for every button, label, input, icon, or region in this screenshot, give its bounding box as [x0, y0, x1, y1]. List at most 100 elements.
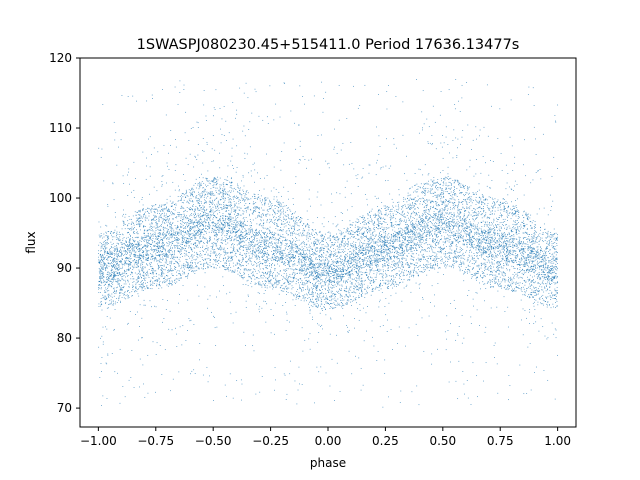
data-point	[190, 228, 192, 229]
data-point	[223, 195, 224, 197]
data-point	[401, 235, 403, 236]
data-point	[527, 238, 529, 240]
data-point	[464, 221, 466, 223]
data-point	[523, 225, 525, 226]
data-point	[282, 202, 284, 204]
data-point	[180, 199, 182, 201]
data-point	[264, 200, 266, 202]
data-point	[410, 217, 411, 219]
data-point	[171, 231, 172, 233]
data-point	[201, 181, 203, 182]
data-point	[290, 226, 292, 228]
data-point	[300, 217, 301, 218]
data-point	[416, 212, 417, 214]
data-point	[225, 193, 227, 195]
data-point	[365, 223, 367, 224]
data-point	[371, 221, 373, 223]
data-point	[303, 250, 305, 252]
data-point	[185, 218, 187, 220]
data-point	[443, 202, 445, 204]
data-point	[401, 254, 403, 256]
data-point	[332, 244, 334, 246]
data-point	[380, 244, 381, 246]
data-point	[477, 211, 479, 212]
data-point	[188, 208, 190, 209]
data-point	[446, 210, 448, 211]
data-point	[414, 190, 416, 192]
data-point	[308, 246, 310, 248]
data-point	[509, 232, 510, 234]
data-point	[490, 252, 492, 254]
data-point	[434, 232, 436, 234]
data-point	[364, 236, 365, 237]
data-point	[437, 194, 439, 196]
data-point	[427, 183, 429, 185]
data-point	[209, 214, 211, 216]
data-point	[229, 198, 231, 200]
data-point	[384, 218, 386, 220]
data-point	[443, 181, 445, 183]
data-point	[165, 217, 167, 219]
data-point	[245, 231, 247, 233]
data-point	[323, 256, 324, 258]
data-point	[190, 229, 192, 231]
data-point	[384, 208, 386, 209]
data-point	[523, 238, 525, 240]
data-point	[545, 237, 547, 238]
data-point	[326, 273, 328, 275]
data-point	[553, 269, 554, 271]
data-point	[367, 251, 369, 253]
data-point	[142, 255, 144, 257]
data-point	[352, 234, 353, 236]
data-point	[201, 192, 203, 194]
data-point	[405, 221, 407, 223]
data-point	[327, 248, 329, 250]
data-point	[107, 252, 109, 254]
data-point	[117, 268, 118, 270]
data-point	[357, 260, 359, 262]
data-point	[466, 203, 468, 205]
data-point	[297, 252, 298, 254]
data-point	[123, 237, 125, 238]
data-point	[403, 251, 405, 252]
data-point	[485, 243, 487, 244]
data-point	[347, 269, 348, 271]
data-point	[379, 221, 381, 222]
data-point	[295, 245, 297, 247]
data-point	[201, 207, 202, 208]
data-point	[493, 206, 494, 208]
data-point	[454, 186, 455, 188]
chart-title: 1SWASPJ080230.45+515411.0 Period 17636.1…	[137, 37, 520, 53]
data-point	[447, 229, 449, 231]
data-point	[185, 243, 187, 245]
data-point	[249, 219, 251, 220]
data-point	[323, 252, 324, 253]
data-point	[294, 228, 295, 230]
data-point	[367, 214, 369, 216]
data-point	[453, 190, 455, 192]
data-point	[111, 231, 113, 232]
data-point	[192, 232, 194, 234]
data-point	[515, 224, 517, 226]
data-point	[336, 260, 338, 262]
data-point	[508, 260, 510, 262]
data-point	[328, 281, 330, 282]
data-point	[500, 241, 501, 242]
data-point	[337, 238, 339, 240]
data-point	[276, 225, 278, 227]
data-point	[518, 226, 520, 228]
data-point	[232, 226, 234, 227]
data-point	[413, 233, 414, 234]
data-point	[337, 241, 339, 243]
data-point	[289, 218, 291, 220]
data-point	[346, 254, 348, 256]
data-point	[326, 264, 328, 266]
data-point	[173, 209, 174, 210]
data-point	[335, 252, 337, 254]
data-point	[500, 202, 501, 204]
data-point	[540, 246, 541, 248]
data-point	[151, 220, 153, 222]
data-point	[204, 195, 206, 197]
data-point	[322, 275, 323, 276]
data-point	[201, 230, 203, 232]
